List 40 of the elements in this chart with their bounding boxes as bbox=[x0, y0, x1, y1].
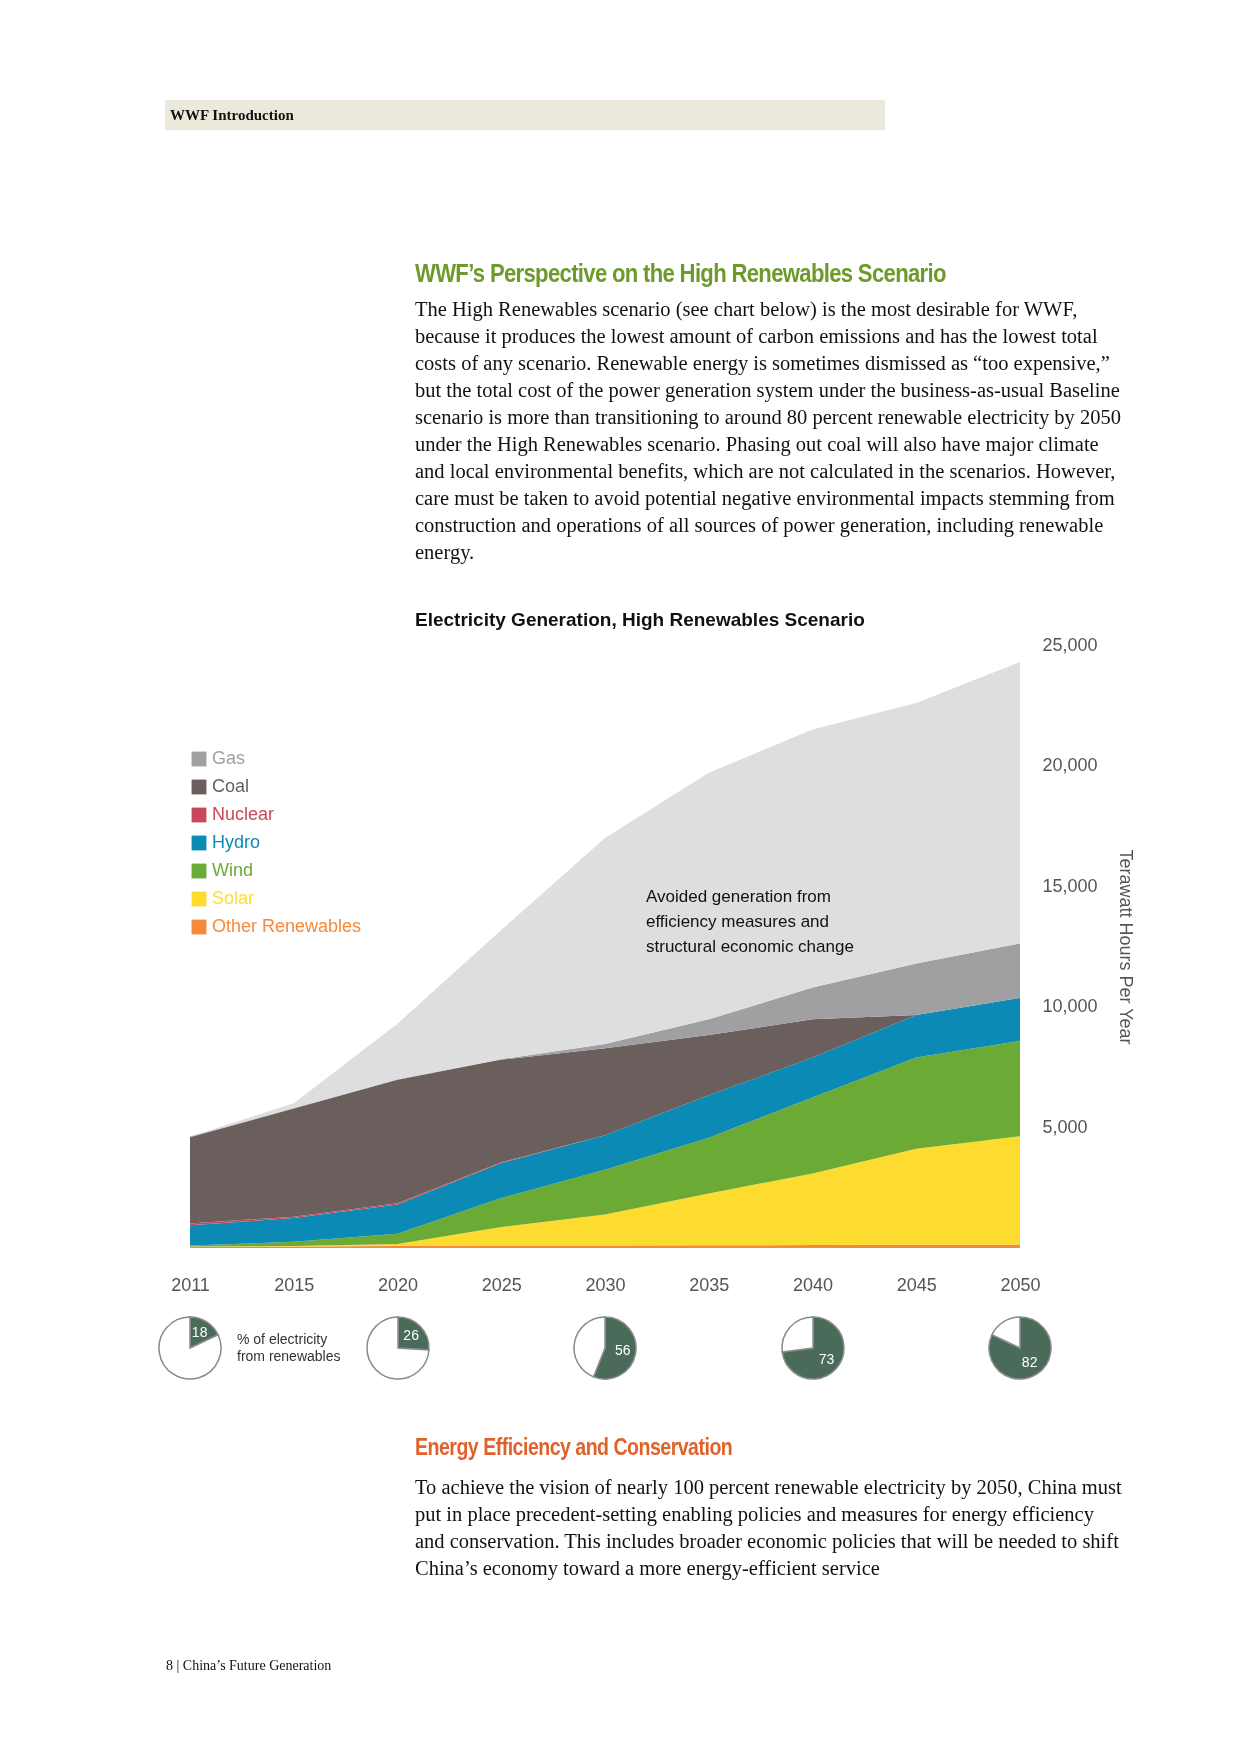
legend-label: Hydro bbox=[212, 832, 261, 852]
y-tick-label: 5,000 bbox=[1042, 1116, 1088, 1137]
y-axis-title: Terawatt Hours Per Year bbox=[1115, 849, 1136, 1045]
y-tick-label: 10,000 bbox=[1042, 996, 1098, 1017]
data-label: 73 bbox=[818, 1350, 834, 1367]
legend-label: Other Renewables bbox=[212, 916, 362, 936]
chart-title: Electricity Generation, High Renewables Scenario bbox=[415, 609, 865, 630]
data-label: 26 bbox=[402, 1326, 419, 1343]
data-label: 56 bbox=[614, 1342, 631, 1359]
text: WWF Introduction bbox=[165, 100, 885, 130]
x-tick-label: 2035 bbox=[689, 1274, 730, 1295]
text: To achieve the vision of nearly 100 percent renewable electricity by 2050, China must put in place precedent-setting enabling policies and measures for energy efficiency and conservation. This includes broader economic policies that will be needed to shift China’s economy toward a more energy-efficient service bbox=[415, 1475, 1123, 1582]
y-tick-label: 25,000 bbox=[1042, 634, 1098, 655]
x-tick-label: 2020 bbox=[377, 1274, 419, 1295]
legend-label: Nuclear bbox=[212, 804, 275, 824]
pie-slice bbox=[158, 1316, 222, 1380]
x-tick-label: 2030 bbox=[585, 1274, 626, 1295]
pie-slice bbox=[365, 1316, 430, 1380]
text: Energy Efficiency and Conservation bbox=[415, 1434, 734, 1461]
legend-label: Gas bbox=[212, 748, 246, 768]
x-tick-label: 2045 bbox=[896, 1274, 937, 1295]
data-label: 18 bbox=[191, 1323, 208, 1340]
text: WWF’s Perspective on the High Renewables Scenario bbox=[415, 258, 947, 289]
data-label: 82 bbox=[1021, 1354, 1038, 1371]
pie-slice bbox=[780, 1316, 845, 1380]
text: The High Renewables scenario (see chart below) is the most desirable for WWF, because it produces the lowest amount of carbon emissions and has the lowest total costs of any scenario. Renewable energy is sometimes dismissed as “too expensive,” but the total cost of the power generation system under the business-as-usual Baseline scenario is more than transitioning to around 80 percent renewable electricity by 2050 under the High Renewables scenario. Phasing out coal will also have major climate and local environmental benefits, which are not calculated in the scenarios. However, care must be taken to avoid potential negative environmental impacts stemming from construction and operations of all sources of power generation, including renewable energy. bbox=[415, 298, 1121, 563]
y-tick-label: 20,000 bbox=[1042, 755, 1098, 776]
annotation: Avoided generation from efficiency measures and structural economic change bbox=[646, 886, 855, 958]
text: % of electricity from renewables bbox=[237, 1331, 342, 1365]
x-tick-label: 2015 bbox=[274, 1274, 315, 1295]
legend-label: Wind bbox=[212, 860, 254, 880]
legend-label: Coal bbox=[212, 776, 250, 796]
y-tick-label: 15,000 bbox=[1042, 875, 1098, 896]
legend-label: Solar bbox=[212, 888, 255, 908]
x-tick-label: 2040 bbox=[792, 1274, 834, 1295]
text: 8 | China’s Future Generation bbox=[166, 1658, 333, 1674]
x-tick-label: 2011 bbox=[171, 1274, 210, 1295]
pie-slice bbox=[988, 1316, 1052, 1380]
x-tick-label: 2050 bbox=[1000, 1274, 1041, 1295]
x-tick-label: 2025 bbox=[481, 1274, 522, 1295]
